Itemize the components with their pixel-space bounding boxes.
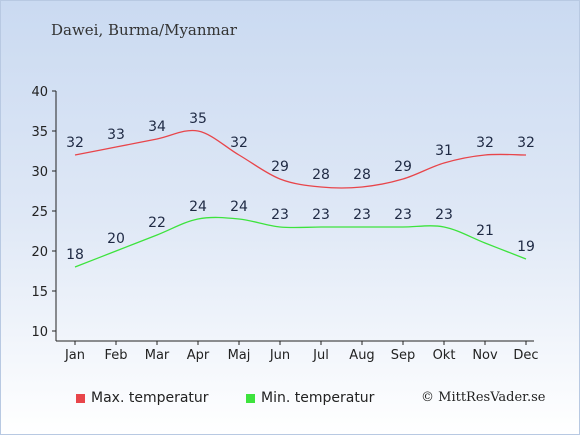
data-label: 23 — [271, 207, 289, 223]
series-line-0 — [74, 129, 527, 189]
series-line-1 — [74, 216, 527, 268]
y-tick-label: 30 — [31, 165, 48, 180]
data-label: 28 — [353, 167, 371, 183]
y-tick-label: 15 — [31, 285, 48, 300]
data-label: 23 — [312, 207, 330, 223]
data-label: 20 — [107, 231, 125, 247]
data-label: 32 — [517, 135, 535, 151]
data-label: 32 — [476, 135, 494, 151]
data-label: 33 — [107, 127, 125, 143]
data-label: 23 — [435, 207, 453, 223]
chart-plot: 10 15 20 25 30 35 40 Jan Feb Mar Apr Maj Jun Jul Aug Se… — [31, 85, 538, 363]
y-tick-label: 35 — [31, 125, 48, 140]
chart-subtitle: Dawei, Burma/Myanmar — [51, 21, 237, 39]
data-label: 23 — [394, 207, 412, 223]
chart-series-lines — [74, 129, 527, 268]
legend-label-max: Max. temperatur — [91, 390, 209, 406]
x-tick-label: Okt — [433, 348, 456, 363]
y-tick-label: 10 — [31, 325, 48, 340]
legend-swatch-max — [76, 393, 85, 403]
data-label: 34 — [148, 119, 166, 135]
data-label: 19 — [517, 239, 535, 255]
data-label: 24 — [189, 199, 207, 215]
legend-item-max: Max. temperatur — [76, 390, 209, 406]
data-label: 18 — [66, 247, 84, 263]
x-tick-label: Nov — [472, 348, 498, 363]
x-tick-label: Feb — [104, 348, 127, 363]
y-tick-label: 40 — [31, 85, 48, 100]
data-label: 32 — [230, 135, 248, 151]
y-tick-label: 20 — [31, 245, 48, 260]
x-tick-label: Jan — [64, 348, 85, 363]
legend-item-min: Min. temperatur — [246, 390, 374, 406]
x-tick-label: Mar — [145, 348, 170, 363]
legend-label-min: Min. temperatur — [261, 390, 375, 406]
data-label: 31 — [435, 143, 453, 159]
copyright-text: © MittResVader.se — [421, 390, 546, 405]
data-label: 28 — [312, 167, 330, 183]
x-tick-label: Aug — [349, 348, 374, 363]
chart-axes: 10 15 20 25 30 35 40 Jan Feb Mar Apr Maj Jun Jul Aug Se… — [31, 85, 538, 363]
x-tick-label: Maj — [228, 348, 251, 363]
data-label: 29 — [394, 159, 412, 175]
data-label: 32 — [66, 135, 84, 151]
data-label: 29 — [271, 159, 289, 175]
chart-data-labels: 32 33 34 35 32 29 28 28 29 31 32 32 18 20 22 24 24 23 23 23… — [66, 111, 535, 263]
x-tick-label: Jul — [312, 348, 329, 363]
x-tick-label: Jun — [269, 348, 290, 363]
data-label: 23 — [353, 207, 371, 223]
data-label: 35 — [189, 111, 207, 127]
data-label: 22 — [148, 215, 166, 231]
x-tick-label: Apr — [187, 348, 210, 363]
legend-swatch-min — [246, 393, 255, 403]
x-tick-label: Sep — [391, 348, 416, 363]
data-label: 24 — [230, 199, 248, 215]
data-label: 21 — [476, 223, 494, 239]
x-tick-label: Dec — [513, 348, 538, 363]
y-tick-label: 25 — [31, 205, 48, 220]
